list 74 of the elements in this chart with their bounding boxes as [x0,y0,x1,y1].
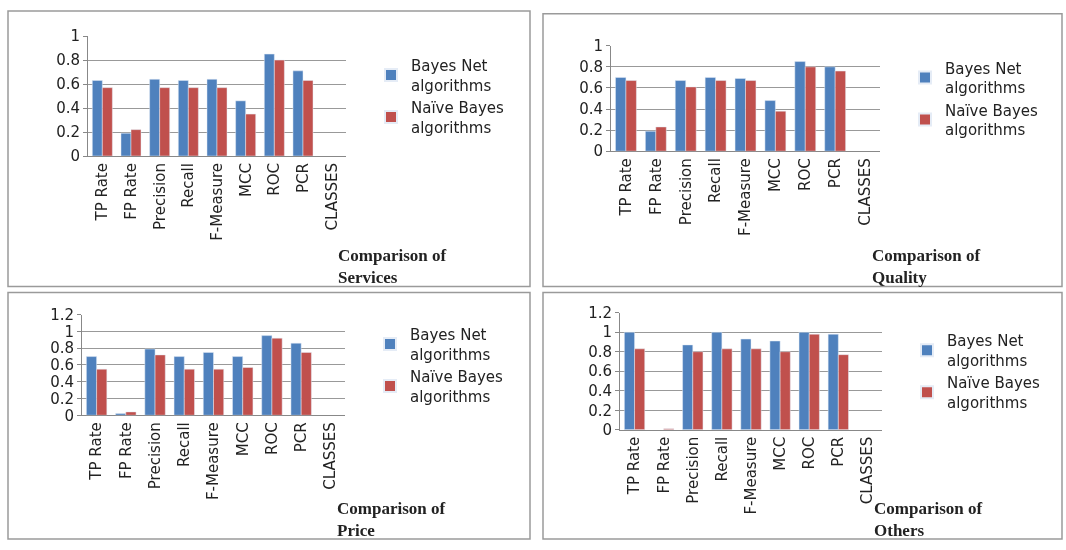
legend-label: Bayes Net algorithms [947,332,1028,370]
y-tick-label: 0.6 [579,79,603,98]
y-tick-label: 0.2 [579,121,603,140]
y-tick-label: 0 [602,421,612,440]
y-tick-label: 0 [64,406,74,425]
x-tick-label: F-Measure [204,422,223,501]
x-tick-label: FP Rate [654,436,673,494]
y-tick-label: 0.4 [50,372,74,391]
x-tick-label: ROC [796,158,815,191]
legend-label: Bayes Net algorithms [945,59,1026,98]
x-tick-label: CLASSES [321,422,340,490]
y-tick-label: 0.4 [56,99,80,118]
x-tick-label: PCR [293,163,312,193]
text: Comparison of Others [874,499,983,541]
legend-label: Naïve Bayes algorithms [411,99,505,137]
x-tick-label: PCR [292,422,311,453]
y-tick-label: 0.8 [56,51,80,70]
x-tick-label: Recall [179,163,198,208]
x-tick-label: CLASSES [855,158,874,226]
x-tick-label: Precision [145,422,164,490]
y-tick-label: 1 [64,322,74,341]
x-tick-label: Precision [150,163,169,230]
x-tick-label: FP Rate [116,422,135,480]
y-tick-label: 0.4 [588,382,612,400]
x-tick-label: F-Measure [207,163,226,241]
x-tick-label: F-Measure [741,436,760,515]
text: Comparison of Services [338,246,447,288]
y-tick-label: 0 [593,142,603,161]
y-tick-label: 0.4 [579,100,603,119]
x-tick-label: PCR [826,158,845,189]
y-tick-label: 1 [602,323,612,342]
x-tick-label: FP Rate [121,163,140,220]
legend-label: Naïve Bayes algorithms [947,374,1041,412]
x-tick-label: CLASSES [322,163,341,231]
x-tick-label: TP Rate [87,422,106,481]
y-tick-label: 1 [70,27,80,46]
y-tick-label: 0.6 [588,362,612,381]
y-tick-label: 0.8 [50,339,74,358]
x-tick-label: MCC [766,158,785,193]
x-tick-label: TP Rate [625,436,644,496]
y-tick-label: 0.8 [579,58,603,77]
x-tick-label: Recall [712,436,731,482]
y-tick-label: 0.2 [588,401,612,420]
legend-label: Naïve Bayes algorithms [945,101,1039,140]
x-tick-label: Precision [683,436,702,504]
x-tick-label: PCR [829,436,848,467]
text: Comparison of Quality [872,246,981,288]
x-tick-label: Precision [676,158,695,226]
x-tick-label: Recall [175,422,194,468]
x-tick-label: MCC [236,163,255,197]
y-tick-label: 0.2 [56,123,80,142]
x-tick-label: ROC [265,163,284,196]
x-tick-label: MCC [770,436,789,471]
x-tick-label: ROC [800,436,819,470]
legend-label: Bayes Net algorithms [410,326,491,364]
y-tick-label: 1 [593,37,603,56]
x-tick-label: FP Rate [646,158,665,216]
x-tick-label: CLASSES [858,436,877,505]
text: Comparison of Price [337,499,446,541]
y-tick-label: 0.2 [50,389,74,408]
y-tick-label: 0 [70,147,80,166]
y-tick-label: 0.6 [56,75,80,94]
x-tick-label: Recall [706,158,725,203]
y-tick-label: 1.2 [588,303,612,322]
x-tick-label: ROC [262,422,281,455]
legend-label: Bayes Net algorithms [411,57,492,95]
x-tick-label: TP Rate [616,158,635,217]
legend-label: Naïve Bayes algorithms [410,368,504,406]
y-tick-label: 0.6 [50,356,74,375]
x-tick-label: F-Measure [736,158,755,236]
y-tick-label: 0.8 [588,342,612,361]
y-tick-label: 1.2 [50,305,74,324]
x-tick-label: TP Rate [93,163,112,222]
x-tick-label: MCC [233,422,252,457]
